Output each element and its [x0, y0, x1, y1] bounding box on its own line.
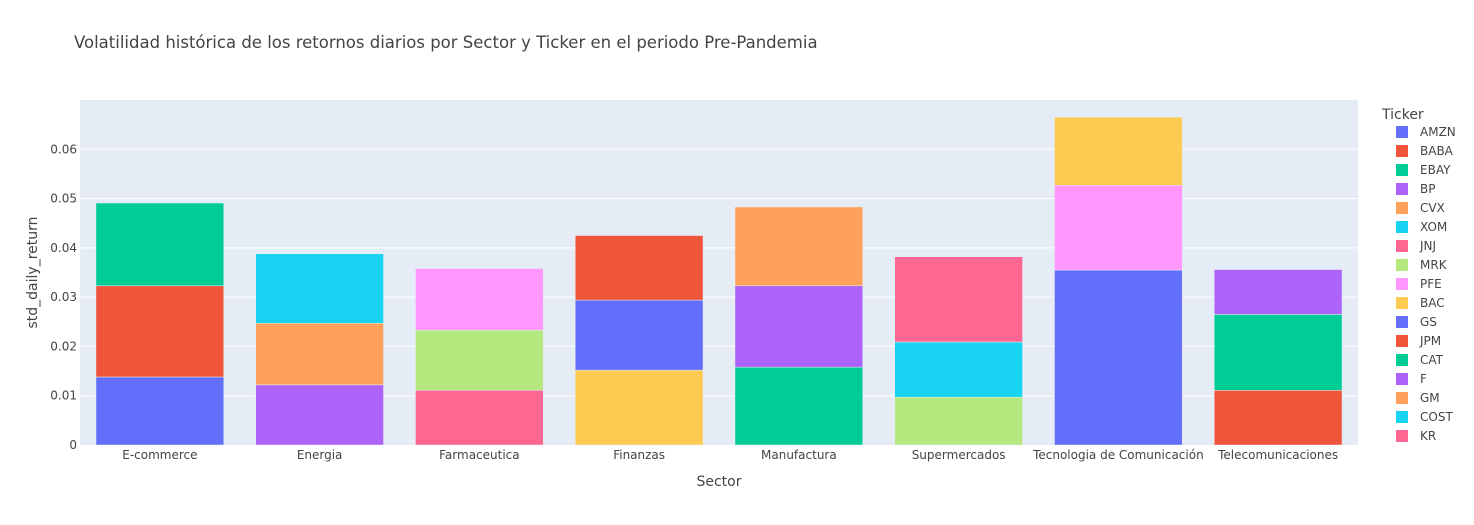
bar-amzn [95, 376, 225, 446]
x-axis-label: Sector [696, 474, 741, 490]
legend-item-baba[interactable]: BABA [1396, 144, 1454, 158]
legend-swatch [1396, 164, 1408, 176]
bar-xom [255, 253, 384, 324]
legend-item-bp[interactable]: BP [1396, 182, 1435, 196]
legend-label: BP [1420, 182, 1435, 196]
legend-swatch [1396, 202, 1408, 214]
legend-label: GM [1420, 391, 1440, 405]
bar-mrk [894, 396, 1023, 446]
legend-label: BAC [1420, 296, 1445, 310]
x-tick-label: Energia [297, 448, 343, 462]
legend[interactable]: Ticker AMZN BABA EBAY BP CVX XOM JNJ MRK PFE BAC G… [1381, 107, 1456, 443]
y-tick-label: 0 [69, 438, 77, 452]
x-axis-ticks: E-commerce Energia Farmaceutica Finanzas Man… [122, 448, 1338, 462]
legend-title: Ticker [1381, 107, 1424, 123]
x-tick-label: Farmaceutica [439, 448, 520, 462]
bar-bac [1054, 117, 1183, 186]
legend-swatch [1396, 240, 1408, 252]
y-tick-label: 0.06 [50, 142, 77, 156]
x-tick-label: Manufactura [761, 448, 837, 462]
legend-item-gm[interactable]: GM [1396, 391, 1440, 405]
bar-jpm [574, 235, 704, 301]
bar-gs [574, 299, 704, 371]
legend-item-jpm[interactable]: JPM [1396, 334, 1441, 348]
bar-cost [894, 341, 1023, 398]
y-tick-label: 0.02 [50, 339, 77, 353]
bars [95, 117, 1343, 446]
y-tick-label: 0.03 [50, 290, 77, 304]
bar-jpm [1213, 390, 1343, 446]
legend-item-amzn[interactable]: AMZN [1396, 125, 1456, 139]
legend-swatch [1396, 392, 1408, 404]
bar-pfe [415, 268, 544, 331]
legend-label: GS [1420, 315, 1437, 329]
legend-swatch [1396, 411, 1408, 423]
legend-label: MRK [1420, 258, 1448, 272]
legend-swatch [1396, 373, 1408, 385]
legend-swatch [1396, 221, 1408, 233]
bar-kr [894, 256, 1023, 343]
legend-item-pfe[interactable]: PFE [1396, 277, 1442, 291]
legend-item-cvx[interactable]: CVX [1396, 201, 1445, 215]
x-tick-label: Supermercados [912, 448, 1006, 462]
legend-swatch [1396, 278, 1408, 290]
bar-f [1213, 269, 1343, 315]
legend-swatch [1396, 430, 1408, 442]
legend-swatch [1396, 316, 1408, 328]
legend-swatch [1396, 259, 1408, 271]
legend-item-gs[interactable]: GS [1396, 315, 1437, 329]
bar-f [734, 285, 864, 368]
legend-swatch [1396, 145, 1408, 157]
x-tick-label: Finanzas [613, 448, 665, 462]
y-tick-label: 0.01 [50, 389, 77, 403]
legend-label: XOM [1420, 220, 1447, 234]
legend-item-cat[interactable]: CAT [1396, 353, 1444, 367]
legend-swatch [1396, 126, 1408, 138]
legend-label: COST [1420, 410, 1453, 424]
bar-cat [734, 366, 864, 446]
legend-label: AMZN [1420, 125, 1456, 139]
legend-label: EBAY [1420, 163, 1451, 177]
legend-label: CAT [1420, 353, 1444, 367]
legend-label: KR [1420, 429, 1436, 443]
y-axis-label: std_daily_return [25, 216, 41, 328]
bar-bac [574, 369, 704, 446]
y-tick-label: 0.04 [50, 241, 77, 255]
legend-item-xom[interactable]: XOM [1396, 220, 1447, 234]
legend-label: CVX [1420, 201, 1445, 215]
legend-item-ebay[interactable]: EBAY [1396, 163, 1451, 177]
legend-item-f[interactable]: F [1396, 372, 1427, 386]
bar-amzn [1054, 269, 1183, 446]
legend-label: BABA [1420, 144, 1454, 158]
legend-item-jnj[interactable]: JNJ [1396, 239, 1436, 253]
legend-swatch [1396, 354, 1408, 366]
legend-item-kr[interactable]: KR [1396, 429, 1436, 443]
bar-jnj [415, 390, 544, 446]
chart-title: Volatilidad histórica de los retornos di… [74, 33, 818, 52]
legend-item-cost[interactable]: COST [1396, 410, 1453, 424]
legend-item-mrk[interactable]: MRK [1396, 258, 1448, 272]
bar-mrk [415, 329, 544, 391]
bar-gm [734, 206, 864, 287]
legend-swatch [1396, 183, 1408, 195]
x-tick-label: Tecnologia de Comunicación [1032, 448, 1204, 462]
legend-label: JNJ [1419, 239, 1436, 253]
legend-swatch [1396, 297, 1408, 309]
y-axis-ticks: 0 0.01 0.02 0.03 0.04 0.05 0.06 [50, 142, 77, 452]
bar-cat [1213, 314, 1343, 391]
bar-pfe [1054, 185, 1183, 271]
bar-bp [255, 384, 384, 446]
bar-ebay [95, 202, 225, 287]
legend-swatch [1396, 335, 1408, 347]
legend-label: JPM [1419, 334, 1441, 348]
y-tick-label: 0.05 [50, 192, 77, 206]
legend-label: F [1420, 372, 1427, 386]
legend-item-bac[interactable]: BAC [1396, 296, 1445, 310]
bar-cvx [255, 323, 384, 386]
x-tick-label: Telecomunicaciones [1217, 448, 1338, 462]
x-tick-label: E-commerce [122, 448, 197, 462]
legend-label: PFE [1420, 277, 1442, 291]
bar-baba [95, 285, 225, 378]
